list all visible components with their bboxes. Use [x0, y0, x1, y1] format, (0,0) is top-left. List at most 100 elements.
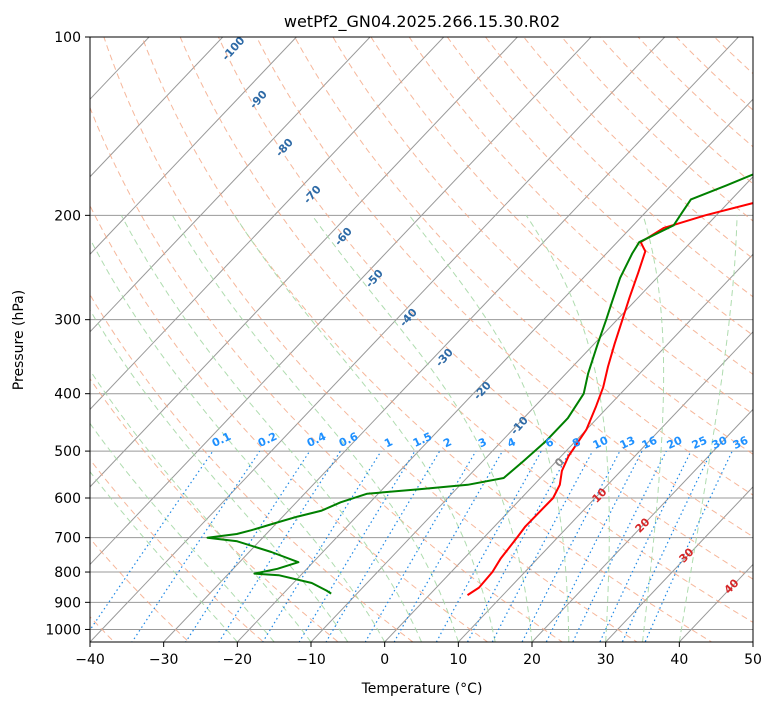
moist-adiabat-line [678, 215, 738, 642]
dry-adiabat-line [90, 106, 564, 642]
mixing-ratio-line [131, 450, 261, 642]
mixing-ratio-line [218, 450, 342, 642]
isotherm-line [531, 408, 753, 642]
x-tick-label: −30 [149, 652, 179, 668]
mixing-ratio-label: 25 [690, 434, 709, 452]
isotherm-line [90, 37, 592, 566]
y-tick-label: 300 [54, 313, 81, 329]
mixing-ratio-line [599, 450, 692, 642]
y-tick-label: 1000 [45, 622, 81, 638]
mixing-ratio-line [521, 450, 621, 642]
x-tick-label: 30 [597, 652, 615, 668]
moist-adiabat-label: 30 [677, 545, 697, 565]
mixing-ratio-label: 4 [505, 435, 518, 450]
mixing-ratio-label: 3 [476, 435, 488, 450]
dry-adiabat-label: -70 [301, 183, 324, 207]
dry-adiabat-line [751, 37, 753, 39]
chart-title: wetPf2_GN04.2025.266.15.30.R02 [284, 12, 560, 32]
dry-adiabat-line [90, 293, 414, 642]
mixing-ratio-line [466, 450, 571, 642]
x-tick-label: 20 [523, 652, 541, 668]
dry-adiabat-label: -80 [273, 136, 296, 160]
y-tick-label: 400 [54, 387, 81, 403]
mixing-ratio-line [393, 450, 504, 642]
x-tick-label: 40 [670, 652, 688, 668]
isotherm-line [162, 37, 740, 642]
mixing-ratio-line [298, 450, 416, 642]
moist-adiabat-line [408, 214, 570, 642]
dry-adiabat-line [408, 37, 753, 375]
dry-adiabat-line [217, 37, 753, 580]
dry-adiabat-label: -90 [247, 88, 270, 112]
mixing-ratio-line [364, 450, 477, 642]
mixing-ratio-label: 30 [710, 434, 730, 452]
dry-adiabat-line [370, 37, 753, 415]
mixing-ratio-label: 1 [382, 435, 394, 450]
plot-frame [89, 36, 754, 643]
y-tick-label: 200 [54, 208, 81, 224]
dry-adiabat-label: -100 [219, 34, 247, 63]
moist-adiabat-line [90, 470, 238, 642]
moist-adiabat-line [171, 215, 459, 642]
moist-adiabat-line [525, 215, 610, 642]
dry-adiabat-line [561, 37, 753, 222]
dry-adiabat-line [713, 37, 753, 75]
dry-adiabat-label: -10 [508, 414, 531, 438]
dry-adiabat-line [141, 37, 713, 642]
dry-adiabat-line [103, 37, 638, 642]
mixing-ratio-label: 0.6 [337, 430, 360, 450]
mixing-ratio-label: 36 [731, 434, 751, 452]
isotherm-line [90, 37, 445, 411]
dry-adiabat-line [90, 204, 489, 642]
y-tick-label: 800 [54, 565, 81, 581]
temperature-profile [466, 202, 753, 596]
moist-adiabat-line [234, 215, 496, 642]
plot-area: -100-90-80-70-60-50-40-30-20-100.1 0.2 0.4… [90, 34, 753, 642]
isotherm-line [90, 37, 298, 256]
mixing-ratio-line [572, 450, 667, 642]
dry-adiabat-line [179, 37, 753, 623]
mixing-ratio-label: 0.1 [210, 430, 233, 450]
moist-adiabat-line [90, 309, 349, 642]
x-tick-label: −40 [75, 652, 105, 668]
dry-adiabat-line [599, 37, 753, 185]
dry-adiabat-line [675, 37, 753, 111]
mixing-ratio-label: 6 [543, 435, 556, 450]
mixing-ratio-line [90, 450, 214, 631]
moist-adiabat-line [642, 215, 665, 642]
y-axis-label: Pressure (hPa) [11, 290, 27, 390]
mixing-ratio-label: 0.4 [305, 430, 328, 450]
moist-adiabat-label: 10 [590, 485, 610, 505]
x-tick-label: −20 [223, 652, 253, 668]
y-tick-label: 600 [54, 491, 81, 507]
mixing-ratio-label: 1.5 [411, 430, 434, 450]
isotherm-line [90, 37, 666, 642]
x-tick-label: 50 [744, 652, 762, 668]
x-tick-label: −10 [296, 652, 326, 668]
dry-adiabat-line [256, 37, 753, 538]
mixing-ratio-line [185, 450, 311, 642]
isotherm-line [383, 253, 753, 642]
mixing-ratio-line [325, 450, 441, 642]
moist-adiabat-line [120, 215, 422, 642]
dry-adiabat-label: -30 [433, 346, 456, 370]
y-tick-label: 900 [54, 595, 81, 611]
dry-adiabat-label: -50 [363, 267, 386, 291]
x-tick-label: 0 [380, 652, 389, 668]
mixing-ratio-line [545, 450, 643, 642]
y-tick-label: 700 [54, 531, 81, 547]
mixing-ratio-label: 16 [640, 434, 660, 452]
dry-adiabat-line [446, 37, 753, 336]
mixing-ratio-line [644, 450, 733, 642]
x-tick-label: 10 [449, 652, 467, 668]
isotherm-line [604, 486, 753, 642]
isotherm-line [90, 37, 371, 333]
mixing-ratio-label: 13 [618, 434, 637, 452]
moist-adiabat-line [90, 422, 275, 642]
moist-adiabat-line [311, 215, 533, 642]
isotherm-line [310, 176, 753, 642]
isotherm-line [236, 98, 753, 642]
moist-adiabat-line [90, 237, 386, 642]
dewpoint-profile [206, 173, 753, 595]
mixing-ratio-line [621, 450, 713, 642]
